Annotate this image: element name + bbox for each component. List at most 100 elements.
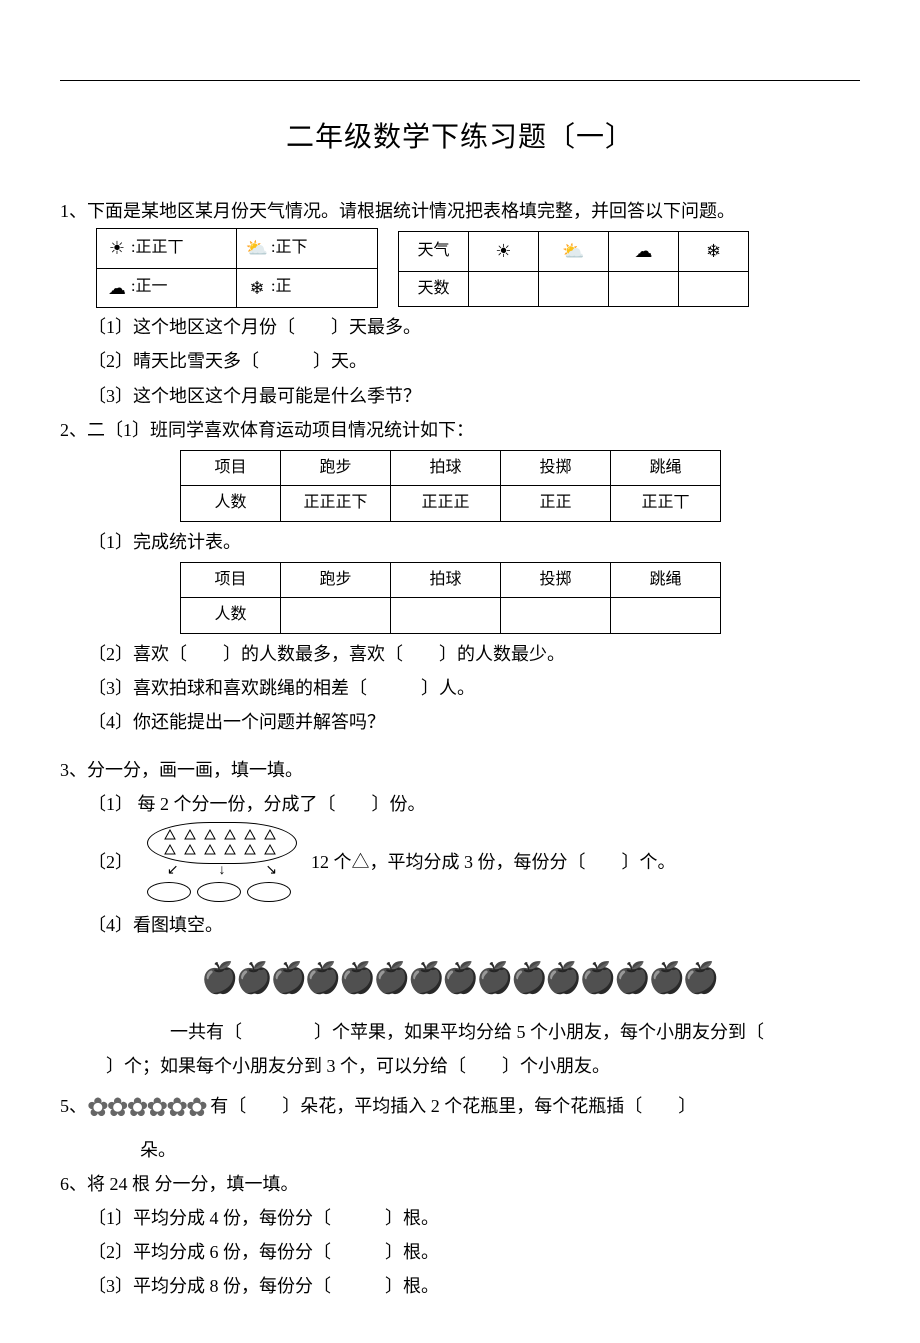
q3-sub2-prefix: 〔2〕	[88, 845, 133, 879]
q3-sub1: 〔1〕 每 2 个分一份，分成了〔 〕份。	[60, 787, 860, 821]
blank-cell	[391, 598, 501, 633]
sun-icon: ☀	[490, 234, 518, 268]
cell-snow: ❄	[679, 232, 749, 271]
q5-prefix: 5、	[60, 1096, 87, 1116]
q2-sub2: 〔2〕喜欢〔 〕的人数最多，喜欢〔 〕的人数最少。	[60, 637, 860, 671]
q3-sub4: 〔4〕看图填空。	[60, 908, 860, 942]
cell-cloud: ☁	[609, 232, 679, 271]
blank-cell	[539, 271, 609, 306]
small-oval	[147, 882, 191, 902]
tally-snow-value: 正	[275, 272, 291, 302]
q1-sub1: 〔1〕这个地区这个月份〔 〕天最多。	[60, 310, 860, 344]
q2-h3: 投掷	[501, 450, 611, 485]
q2b-h2: 拍球	[391, 562, 501, 597]
apple-icon: 🍎	[339, 950, 375, 1007]
ovals-row	[147, 882, 297, 902]
page-title: 二年级数学下练习题〔一〕	[60, 111, 860, 164]
small-oval	[197, 882, 241, 902]
q5-text1: 有〔 〕朵花，平均插入 2 个花瓶里，每个花瓶插〔 〕	[210, 1096, 696, 1116]
q2b-h0: 项目	[181, 562, 281, 597]
table-row: 人数 正正正下 正正正 正正 正正丅	[181, 486, 721, 521]
table-row: 人数	[181, 598, 721, 633]
q2-blank-table: 项目 跑步 拍球 投掷 跳绳 人数	[180, 562, 721, 634]
q1-weather-block: ☀:正正丅 ⛅:正下 ☁:正一 ❄:正 天气 ☀ ⛅	[96, 228, 860, 310]
flowers-icons: ✿✿✿✿✿✿	[87, 1083, 206, 1132]
q5-line: 5、✿✿✿✿✿✿ 有〔 〕朵花，平均插入 2 个花瓶里，每个花瓶插〔 〕	[60, 1083, 860, 1132]
q2-h1: 跑步	[281, 450, 391, 485]
cell-sun: ☀	[469, 232, 539, 271]
q6-stem: 6、将 24 根 分一分，填一填。	[60, 1167, 860, 1201]
tally-cloudy: ☁:正一	[97, 269, 237, 307]
q2-tally-3: 正正丅	[611, 486, 721, 521]
apple-icon: 🍎	[614, 950, 650, 1007]
table-row: 项目 跑步 拍球 投掷 跳绳	[181, 450, 721, 485]
q2b-h4: 跳绳	[611, 562, 721, 597]
arrow-icon: ↘	[265, 864, 277, 878]
arrow-icon: ↓	[219, 864, 226, 878]
flower-icon: ✿	[87, 1083, 107, 1132]
arrow-icon: ↙	[167, 864, 179, 878]
apple-icon: 🍎	[511, 950, 547, 1007]
blank-cell	[609, 271, 679, 306]
q1-summary-table-wrap: 天气 ☀ ⛅ ☁ ❄ 天数	[398, 228, 749, 310]
blank-cell	[501, 598, 611, 633]
q1-summary-table: 天气 ☀ ⛅ ☁ ❄ 天数	[398, 231, 749, 307]
q3-sub2-text: 12 个△，平均分成 3 份，每份分〔 〕个。	[311, 845, 676, 879]
apple-icon: 🍎	[236, 950, 272, 1007]
arrows-row: ↙ ↓ ↘	[147, 864, 297, 878]
partly-cloudy-icon: ⛅	[560, 234, 588, 268]
q2-tally-table: 项目 跑步 拍球 投掷 跳绳 人数 正正正下 正正正 正正 正正丅	[180, 450, 721, 522]
q1-sub3: 〔3〕这个地区这个月最可能是什么季节？	[60, 379, 860, 413]
cloud-icon: ☁	[630, 234, 658, 268]
triangle-diagram: {} ↙ ↓ ↘	[147, 822, 297, 902]
tally-partly-value: 正下	[275, 233, 307, 263]
blank-cell	[611, 598, 721, 633]
small-oval	[247, 882, 291, 902]
apple-icon: 🍎	[407, 950, 443, 1007]
q3-stem: 3、分一分，画一画，填一填。	[60, 753, 860, 787]
tally-sunny: ☀:正正丅	[97, 229, 237, 268]
q3-apple-line2: 〕个；如果每个小朋友分到 3 个，可以分给〔 〕个小朋友。	[60, 1049, 860, 1083]
table-row: 天数	[399, 271, 749, 306]
snow-icon: ❄	[243, 271, 271, 305]
q1-sub2: 〔2〕晴天比雪天多〔 〕天。	[60, 344, 860, 378]
apple-icon: 🍎	[545, 950, 581, 1007]
triangle-oval: {}	[147, 822, 297, 864]
tally-snow: ❄:正	[237, 269, 377, 307]
apple-icon: 🍎	[304, 950, 340, 1007]
q2-tally-label: 人数	[181, 486, 281, 521]
top-rule	[60, 80, 860, 81]
spacer	[60, 739, 860, 753]
q2-tally-1: 正正正	[391, 486, 501, 521]
table-row: 项目 跑步 拍球 投掷 跳绳	[181, 562, 721, 597]
snow-icon: ❄	[700, 234, 728, 268]
q1-stem: 1、下面是某地区某月份天气情况。请根据统计情况把表格填完整，并回答以下问题。	[60, 194, 860, 228]
q2-sub1: 〔1〕完成统计表。	[60, 525, 860, 559]
weather-row-label: 天气	[399, 232, 469, 271]
q1-tally-block: ☀:正正丅 ⛅:正下 ☁:正一 ❄:正	[96, 228, 378, 307]
q2-stem: 2、二〔1〕班同学喜欢体育运动项目情况统计如下：	[60, 413, 860, 447]
blank-cell	[679, 271, 749, 306]
partly-cloudy-icon: ⛅	[243, 231, 271, 265]
flower-icon: ✿	[166, 1083, 186, 1132]
worksheet-page: 二年级数学下练习题〔一〕 1、下面是某地区某月份天气情况。请根据统计情况把表格填…	[0, 0, 920, 1343]
q5-text2: 朵。	[60, 1133, 860, 1167]
days-row-label: 天数	[399, 271, 469, 306]
tally-partly: ⛅:正下	[237, 229, 377, 268]
apple-icon: 🍎	[476, 950, 512, 1007]
flower-icon: ✿	[107, 1083, 127, 1132]
q2-h0: 项目	[181, 450, 281, 485]
q6-sub1: 〔1〕平均分成 4 份，每份分〔 〕根。	[60, 1201, 860, 1235]
q6-sub3: 〔3〕平均分成 8 份，每份分〔 〕根。	[60, 1269, 860, 1303]
flower-icon: ✿	[127, 1083, 147, 1132]
cell-partly: ⛅	[539, 232, 609, 271]
q2-sub4: 〔4〕你还能提出一个问题并解答吗？	[60, 705, 860, 739]
q3-apple-line1: 一共有〔 〕个苹果，如果平均分给 5 个小朋友，每个小朋友分到〔	[60, 1015, 860, 1049]
q3-sub2-row: 〔2〕 {} ↙ ↓ ↘	[60, 822, 860, 902]
blank-cell	[469, 271, 539, 306]
triangles-icon: {}	[157, 826, 287, 860]
apple-icon: 🍎	[579, 950, 615, 1007]
q2-blank-label: 人数	[181, 598, 281, 633]
tally-cloudy-value: 正一	[135, 272, 167, 302]
apple-icon: 🍎	[270, 950, 306, 1007]
